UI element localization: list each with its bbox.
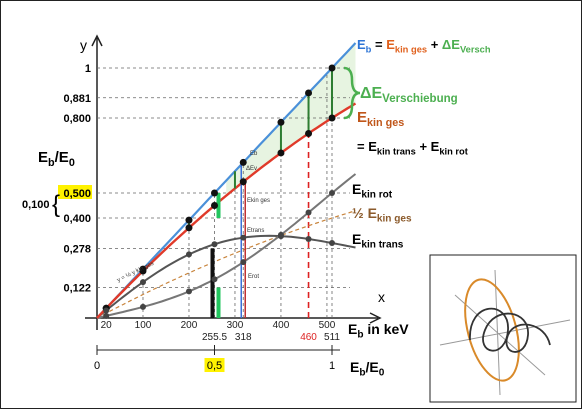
x-tick-label: 400 xyxy=(273,320,290,331)
dot xyxy=(240,259,246,265)
label-part: kin rot xyxy=(361,190,392,201)
brace-label: 0,100 xyxy=(22,199,50,211)
x-tick-label: 300 xyxy=(227,320,244,331)
y-tick-label: 0,400 xyxy=(63,213,91,225)
label-part: kin trans xyxy=(377,146,416,156)
dot xyxy=(186,251,192,257)
dot xyxy=(306,236,312,242)
label-part: /E xyxy=(366,359,379,375)
label-part: kin ges xyxy=(377,214,412,225)
y-tick-label: 1 xyxy=(85,63,91,75)
dot xyxy=(103,307,109,313)
x-tick-label: 200 xyxy=(181,320,198,331)
y-tick-label: 0,800 xyxy=(63,113,91,125)
dot xyxy=(212,276,218,282)
label-part: + E xyxy=(416,139,440,154)
dot xyxy=(212,241,218,247)
label-part: kin ges xyxy=(395,44,427,54)
dot xyxy=(211,202,218,209)
label-part: in keV xyxy=(364,321,410,337)
x-tick-label: 500 xyxy=(319,320,336,331)
ratio-tick-label: 1 xyxy=(329,360,335,372)
x-tick-label: 20 xyxy=(101,320,113,331)
curve-label: ΔEv xyxy=(246,166,257,172)
dot xyxy=(329,240,335,246)
curve-label: Ekin ges xyxy=(247,198,270,204)
dot xyxy=(305,130,312,137)
label-part: /E xyxy=(55,149,69,166)
label-part: 0 xyxy=(379,368,385,379)
dot xyxy=(211,190,218,197)
curve-label: Eb xyxy=(250,151,258,157)
label-part: + xyxy=(427,37,442,52)
label-part: 0 xyxy=(69,157,75,169)
dot xyxy=(329,190,335,196)
dot xyxy=(305,89,312,96)
label-part: E xyxy=(357,109,367,126)
dot xyxy=(186,288,192,294)
label-part: ΔE xyxy=(360,85,383,102)
brace: { xyxy=(52,191,60,218)
dot xyxy=(278,232,284,238)
label-part: E xyxy=(357,37,366,52)
dot xyxy=(185,217,192,224)
label-part: kin ges xyxy=(367,117,404,129)
dot xyxy=(240,178,247,185)
label-part: kin trans xyxy=(361,240,403,251)
x-tick-label: 100 xyxy=(135,320,152,331)
inset xyxy=(430,255,576,402)
axis-label: y xyxy=(80,37,87,53)
x-tick-label: 511 xyxy=(324,332,340,343)
label-part: = E xyxy=(357,139,377,154)
dot xyxy=(240,159,247,166)
dot xyxy=(277,119,284,126)
dot xyxy=(240,235,246,241)
curve-label: Etrans xyxy=(247,228,264,234)
dot xyxy=(306,209,312,215)
ratio-tick-label: 0 xyxy=(94,360,100,372)
dot xyxy=(329,115,336,122)
y-tick-label: 0,122 xyxy=(63,283,91,295)
label-part: kin rot xyxy=(439,146,468,156)
x-tick-label: 318 xyxy=(235,332,252,343)
dot xyxy=(140,279,146,285)
y-tick-label: 0,881 xyxy=(63,93,91,105)
dot xyxy=(140,304,146,310)
label-part: E xyxy=(386,37,395,52)
dot xyxy=(329,65,336,72)
label-part: ½ E xyxy=(352,205,377,221)
figure: yx10,8810,8000,5000,4000,2780,1220,100{2… xyxy=(0,0,582,409)
y-tick-label: 0,500 xyxy=(63,188,91,200)
curve-label: Erot xyxy=(248,274,259,280)
label-part: E xyxy=(350,359,359,375)
ratio-tick-label: 0,5 xyxy=(207,360,222,372)
label-part: E xyxy=(352,231,361,247)
label-part: = xyxy=(371,37,386,52)
dot xyxy=(277,149,284,156)
label-part: ΔE xyxy=(442,37,460,52)
dot xyxy=(103,313,109,319)
label-part: E xyxy=(348,321,357,337)
label-part: Versch xyxy=(460,44,491,54)
label-part: E xyxy=(352,181,361,197)
label-part: E xyxy=(38,149,48,166)
dot xyxy=(185,224,192,231)
x-tick-label: 460 xyxy=(300,332,317,343)
y-tick-label: 0,278 xyxy=(63,244,91,256)
x-tick-label: 255.5 xyxy=(202,332,227,343)
label-part: Verschiebung xyxy=(382,93,458,105)
axis-label: x xyxy=(378,289,385,305)
